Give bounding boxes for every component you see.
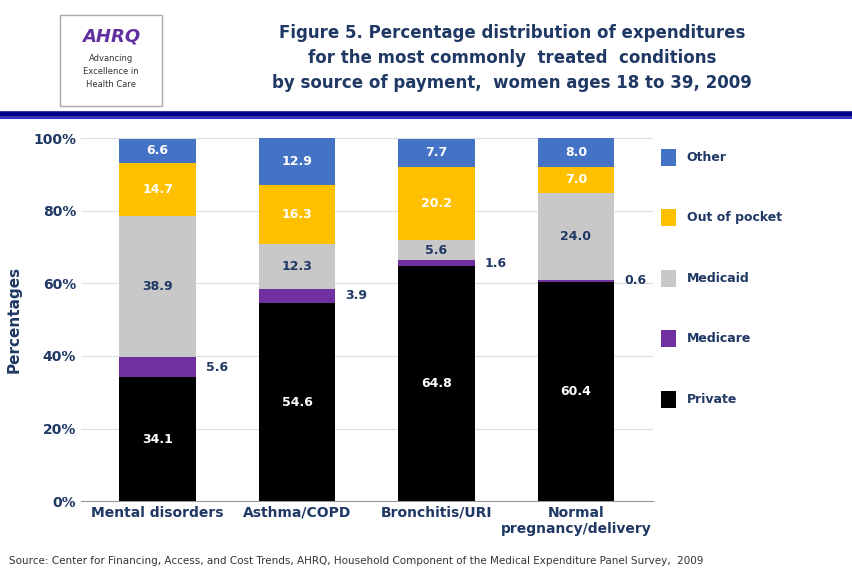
Text: 5.6: 5.6: [205, 361, 227, 374]
Text: Medicaid: Medicaid: [686, 272, 749, 285]
Text: 12.9: 12.9: [281, 155, 312, 168]
Bar: [398, 260, 475, 266]
Text: Figure 5. Percentage distribution of expenditures
for the most commonly  treated: Figure 5. Percentage distribution of exp…: [272, 24, 751, 92]
Text: Private: Private: [686, 393, 736, 406]
Text: 8.0: 8.0: [564, 146, 586, 159]
Text: 6.6: 6.6: [147, 144, 169, 157]
Bar: [119, 377, 196, 501]
Text: 5.6: 5.6: [425, 244, 447, 256]
Bar: [398, 266, 475, 501]
Bar: [398, 166, 475, 240]
Bar: [537, 138, 613, 167]
Text: 54.6: 54.6: [281, 396, 312, 408]
Bar: [258, 244, 335, 289]
Text: 0.6: 0.6: [624, 274, 645, 287]
Bar: [258, 185, 335, 244]
Text: Excellence in: Excellence in: [83, 67, 139, 76]
Bar: [119, 357, 196, 377]
Bar: [537, 280, 613, 282]
Text: 24.0: 24.0: [560, 230, 590, 242]
Y-axis label: Percentages: Percentages: [7, 266, 22, 373]
Text: Health Care: Health Care: [86, 80, 135, 89]
Text: 7.0: 7.0: [564, 173, 586, 187]
Bar: [119, 216, 196, 357]
Bar: [258, 138, 335, 185]
Bar: [537, 282, 613, 501]
Text: 38.9: 38.9: [142, 280, 173, 293]
Text: Advancing: Advancing: [89, 54, 133, 63]
Bar: [398, 240, 475, 260]
Bar: [537, 167, 613, 193]
Bar: [258, 289, 335, 303]
Text: 7.7: 7.7: [425, 146, 447, 159]
Text: 60.4: 60.4: [560, 385, 590, 398]
Text: 16.3: 16.3: [281, 208, 312, 221]
Text: 3.9: 3.9: [345, 289, 366, 302]
Text: AHRQ: AHRQ: [82, 28, 140, 46]
Text: Other: Other: [686, 151, 726, 164]
Text: 1.6: 1.6: [484, 256, 506, 270]
Text: 64.8: 64.8: [421, 377, 452, 390]
Text: 14.7: 14.7: [142, 183, 173, 196]
Text: 20.2: 20.2: [421, 196, 452, 210]
Text: Source: Center for Financing, Access, and Cost Trends, AHRQ, Household Component: Source: Center for Financing, Access, an…: [9, 556, 702, 566]
Text: Out of pocket: Out of pocket: [686, 211, 781, 224]
Bar: [398, 139, 475, 166]
Text: 34.1: 34.1: [142, 433, 173, 446]
Text: Medicare: Medicare: [686, 332, 750, 345]
FancyBboxPatch shape: [60, 14, 162, 107]
Text: 12.3: 12.3: [281, 260, 312, 273]
Bar: [119, 139, 196, 162]
Bar: [119, 162, 196, 216]
Bar: [258, 303, 335, 501]
Bar: [537, 192, 613, 280]
